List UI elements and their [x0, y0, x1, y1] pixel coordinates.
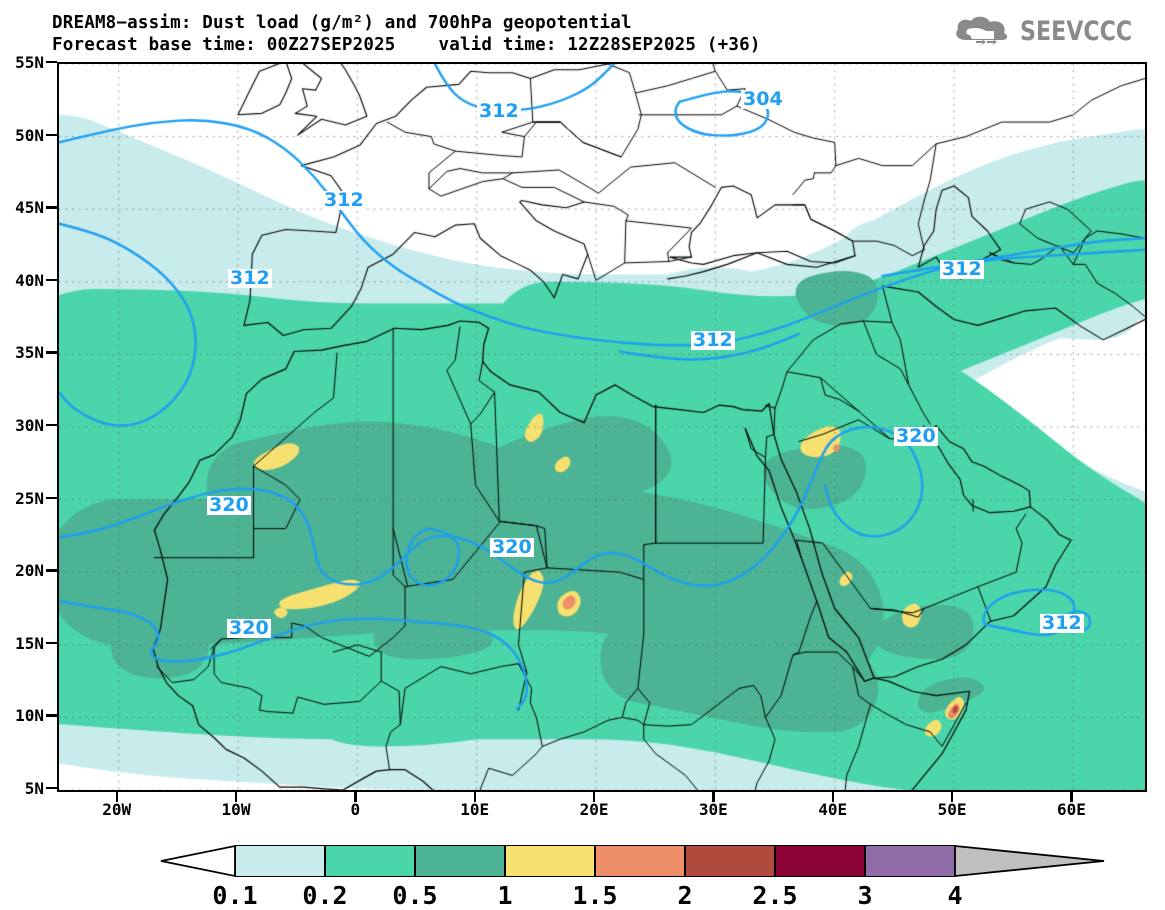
lat-tick-label: 10N [15, 706, 44, 726]
contour-label: 312 [228, 267, 272, 289]
colorbar-segment [595, 845, 685, 877]
lon-tick-label: 40E [818, 800, 848, 819]
contour-label: 312 [322, 189, 366, 211]
contour-label: 320 [207, 494, 251, 516]
lon-tick-mark [1070, 791, 1073, 802]
lon-tick-mark [235, 791, 238, 802]
seevccc-logo: SEEVCCC [952, 14, 1157, 48]
colorbar-tick-label: 0.5 [392, 881, 438, 910]
lon-tick-mark [593, 791, 596, 802]
lat-tick-label: 55N [15, 53, 44, 72]
lat-tick-mark [46, 278, 57, 282]
lat-tick-label: 15N [15, 633, 44, 653]
colorbar-tick-label: 2 [677, 881, 693, 910]
contour-label: 320 [227, 617, 271, 639]
lat-tick-label: 50N [15, 125, 44, 145]
cloud-icon [956, 16, 1008, 46]
colorbar-segment [325, 845, 415, 877]
lat-tick-label: 40N [15, 270, 44, 290]
lat-tick-mark [46, 133, 57, 136]
colorbar-segment [505, 845, 595, 877]
lon-tick-mark [831, 791, 835, 802]
lat-tick-mark [46, 641, 57, 645]
lon-tick-mark [712, 791, 715, 802]
colorbar-segment [775, 845, 865, 877]
lat-tick-mark [46, 787, 57, 790]
lat-tick-label: 20N [15, 561, 44, 581]
lat-tick-mark [46, 206, 57, 209]
colorbar-tick-label: 3 [857, 881, 873, 910]
lat-tick-label: 5N [24, 779, 44, 798]
colorbar-over-arrow [954, 845, 1105, 877]
lat-tick-mark [46, 714, 57, 717]
colorbar-tick-label: 0.2 [302, 881, 348, 910]
colorbar-segment [865, 845, 955, 877]
lat-tick-label: 45N [15, 198, 44, 218]
dust-load-map-canvas [59, 64, 1145, 790]
lat-tick-mark [46, 569, 57, 572]
contour-label: 320 [490, 536, 534, 558]
lon-tick-label: 0 [350, 800, 361, 819]
lon-tick-mark [473, 791, 477, 802]
colorbar-tick-label: 1 [497, 881, 513, 910]
figure-title-block: DREAM8−assim: Dust load (g/m²) and 700hP… [52, 12, 852, 56]
contour-label: 312 [1040, 612, 1084, 634]
colorbar-segment [235, 845, 325, 877]
lat-tick-label: 30N [15, 416, 44, 435]
lat-tick-mark [46, 496, 57, 499]
contour-label: 312 [691, 329, 735, 351]
contour-label: 320 [894, 425, 938, 447]
lon-tick-mark [354, 791, 357, 802]
contour-label: 304 [741, 88, 785, 110]
contour-label: 312 [940, 258, 984, 280]
lat-tick-label: 35N [15, 343, 44, 363]
lon-tick-label: 10W [221, 800, 251, 819]
lat-tick-mark [46, 351, 57, 354]
lon-tick-label: 20W [102, 800, 132, 819]
colorbar-tick-label: 4 [947, 881, 963, 910]
colorbar-segment [415, 845, 505, 877]
colorbar-under-arrow [160, 844, 236, 878]
lon-tick-mark [115, 791, 119, 802]
lat-tick-mark [46, 424, 57, 427]
title-line-1: DREAM8−assim: Dust load (g/m²) and 700hP… [52, 13, 632, 33]
lon-tick-mark [951, 791, 954, 802]
colorbar-segment [685, 845, 775, 877]
lat-tick-mark [46, 61, 57, 64]
colorbar: 0.1 0.2 0.5 1 1.5 2 2.5 3 4 [160, 844, 1165, 910]
title-line-2: Forecast base time: 00Z27SEP2025 valid t… [52, 35, 761, 55]
lon-tick-label: 60E [1056, 800, 1086, 819]
lat-tick-label: 25N [15, 488, 44, 508]
lon-tick-label: 30E [698, 800, 728, 819]
lon-tick-label: 10E [460, 800, 490, 819]
colorbar-tick-label: 1.5 [572, 881, 618, 910]
logo-text: SEEVCCC [1020, 15, 1133, 47]
colorbar-tick-label: 0.1 [212, 881, 258, 910]
lon-tick-label: 50E [937, 800, 967, 819]
map-plot-area: 312 304 312 312 312 312 320 320 320 320 312 [57, 62, 1147, 792]
contour-label: 312 [477, 100, 521, 122]
colorbar-tick-label: 2.5 [752, 881, 798, 910]
lon-tick-label: 20E [579, 800, 609, 819]
